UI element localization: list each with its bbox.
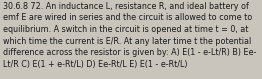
Text: 30.6.8 72. An inductance L, resistance R, and ideal battery of
emf E are wired i: 30.6.8 72. An inductance L, resistance R…	[3, 2, 256, 69]
